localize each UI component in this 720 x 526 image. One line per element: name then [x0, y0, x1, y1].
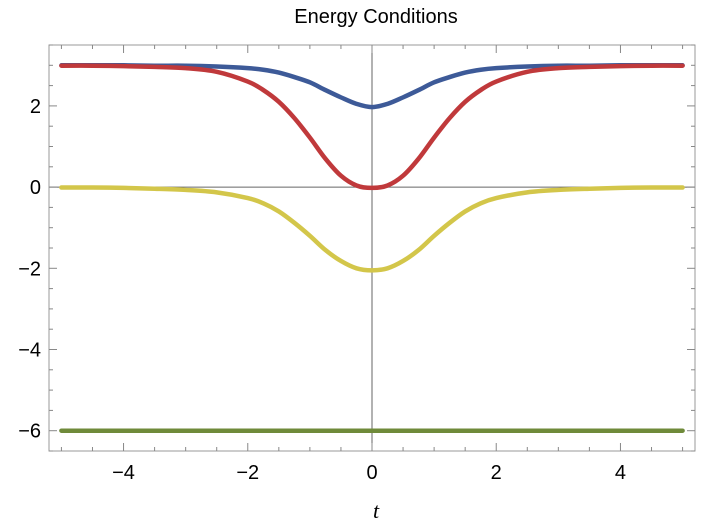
x-tick-label: −4: [112, 462, 135, 484]
chart-title: Energy Conditions: [294, 6, 457, 28]
series-line-1: [59, 63, 685, 110]
y-tick-label: 0: [30, 177, 41, 199]
y-tick-label: −4: [18, 340, 41, 362]
x-tick-label: 0: [366, 462, 377, 484]
y-tick-label: −6: [18, 421, 41, 443]
y-tick-label: 2: [30, 96, 41, 118]
x-tick-label: 4: [615, 462, 626, 484]
y-tick-label: −2: [18, 258, 41, 280]
series-group: [59, 63, 685, 433]
series-line-3: [59, 185, 685, 273]
x-tick-label: 2: [491, 462, 502, 484]
x-tick-label: −2: [236, 462, 259, 484]
x-axis-label: t: [373, 498, 380, 523]
series-line-2: [59, 63, 685, 191]
tick-labels: −4 −2 0 2 4 −6 −4 −2 0 2: [18, 96, 626, 484]
plot-frame: [48, 44, 696, 452]
